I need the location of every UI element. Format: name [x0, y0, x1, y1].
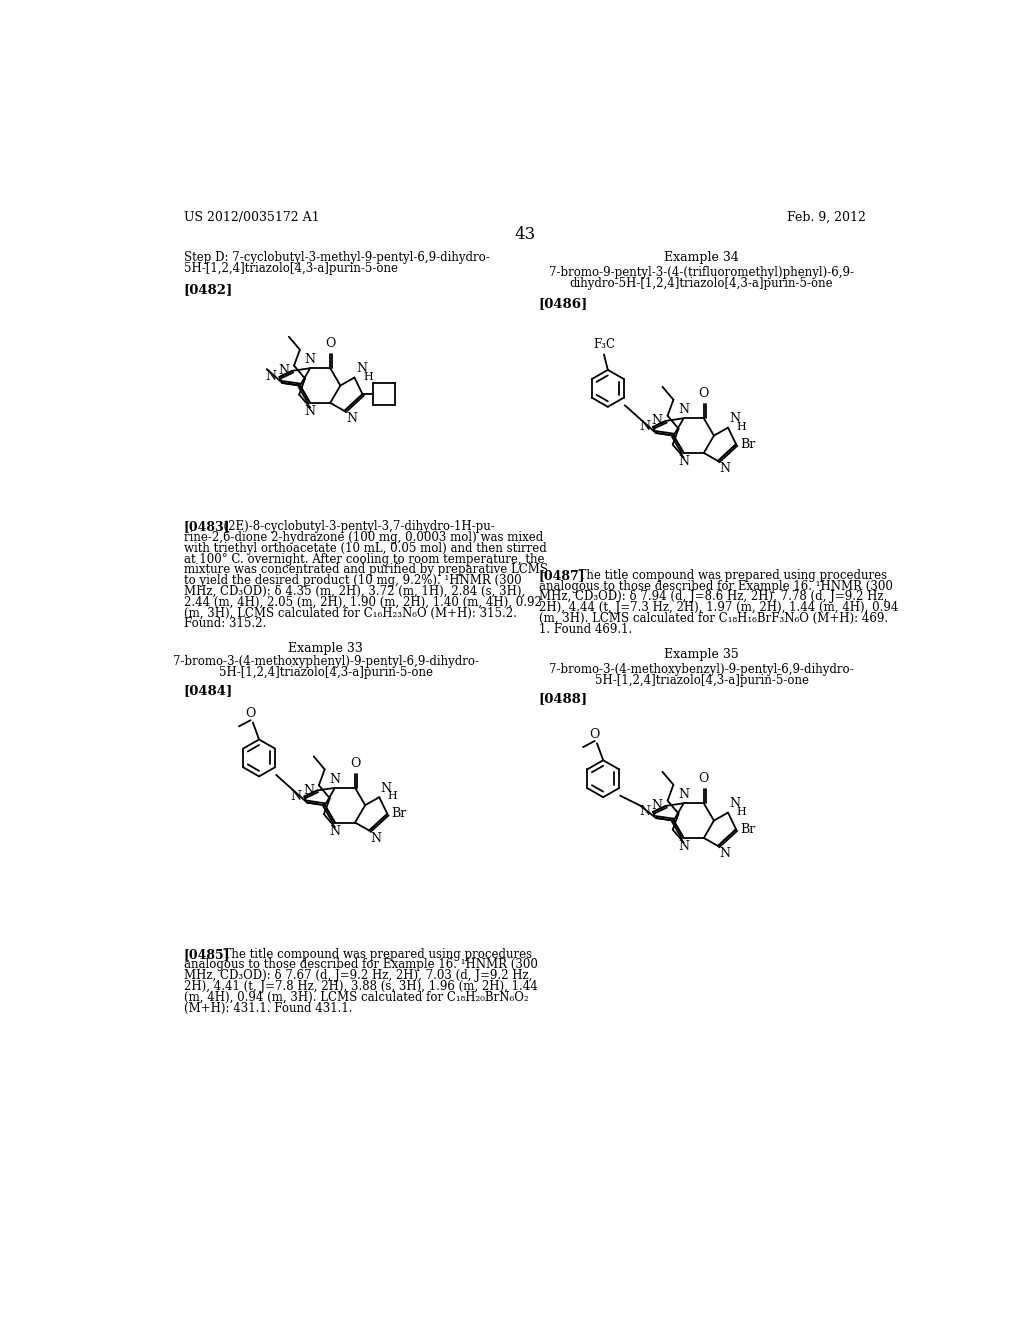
- Text: N: N: [678, 455, 689, 469]
- Text: 5H-[1,2,4]triazolo[4,3-a]purin-5-one: 5H-[1,2,4]triazolo[4,3-a]purin-5-one: [219, 665, 432, 678]
- Text: O: O: [246, 708, 256, 721]
- Text: to yield the desired product (10 mg, 9.2%). ¹HNMR (300: to yield the desired product (10 mg, 9.2…: [183, 574, 521, 587]
- Text: 1. Found 469.1.: 1. Found 469.1.: [539, 623, 632, 636]
- Text: 7-bromo-3-(4-methoxyphenyl)-9-pentyl-6,9-dihydro-: 7-bromo-3-(4-methoxyphenyl)-9-pentyl-6,9…: [173, 655, 478, 668]
- Text: [0487]: [0487]: [539, 569, 586, 582]
- Text: mixture was concentrated and purified by preparative LCMS: mixture was concentrated and purified by…: [183, 564, 548, 577]
- Text: Found: 315.2.: Found: 315.2.: [183, 618, 266, 631]
- Text: 5H-[1,2,4]triazolo[4,3-a]purin-5-one: 5H-[1,2,4]triazolo[4,3-a]purin-5-one: [183, 263, 397, 276]
- Text: N: N: [678, 788, 689, 801]
- Text: US 2012/0035172 A1: US 2012/0035172 A1: [183, 211, 319, 224]
- Text: Feb. 9, 2012: Feb. 9, 2012: [786, 211, 866, 224]
- Text: N: N: [304, 405, 315, 418]
- Text: [0485]: [0485]: [183, 948, 230, 961]
- Text: MHz, CD₃OD): δ 7.67 (d, J=9.2 Hz, 2H), 7.03 (d, J=9.2 Hz,: MHz, CD₃OD): δ 7.67 (d, J=9.2 Hz, 2H), 7…: [183, 969, 532, 982]
- Text: O: O: [590, 729, 600, 741]
- Text: N: N: [639, 805, 650, 818]
- Text: N: N: [720, 462, 730, 475]
- Text: Br: Br: [391, 808, 407, 820]
- Text: 43: 43: [514, 226, 536, 243]
- Text: N: N: [330, 772, 340, 785]
- Text: N: N: [304, 352, 315, 366]
- Text: N: N: [330, 825, 340, 838]
- Text: 7-bromo-9-pentyl-3-(4-(trifluoromethyl)phenyl)-6,9-: 7-bromo-9-pentyl-3-(4-(trifluoromethyl)p…: [549, 267, 854, 280]
- Text: Br: Br: [740, 822, 755, 836]
- Text: N: N: [265, 371, 276, 383]
- Text: The title compound was prepared using procedures: The title compound was prepared using pr…: [570, 569, 887, 582]
- Text: H: H: [388, 792, 397, 801]
- Text: (m, 4H), 0.94 (m, 3H). LCMS calculated for C₁₈H₂₀BrN₆O₂: (m, 4H), 0.94 (m, 3H). LCMS calculated f…: [183, 991, 528, 1003]
- Text: (M+H): 431.1. Found 431.1.: (M+H): 431.1. Found 431.1.: [183, 1002, 352, 1015]
- Text: (m, 3H). LCMS calculated for C₁₆H₂₃N₆O (M+H): 315.2.: (m, 3H). LCMS calculated for C₁₆H₂₃N₆O (…: [183, 607, 517, 619]
- Text: with triethyl orthoacetate (10 mL, 0.05 mol) and then stirred: with triethyl orthoacetate (10 mL, 0.05 …: [183, 543, 547, 554]
- Text: N: N: [279, 364, 290, 378]
- Text: 7-bromo-3-(4-methoxybenzyl)-9-pentyl-6,9-dihydro-: 7-bromo-3-(4-methoxybenzyl)-9-pentyl-6,9…: [549, 663, 854, 676]
- Text: rine-2,6-dione 2-hydrazone (100 mg, 0.0003 mol) was mixed: rine-2,6-dione 2-hydrazone (100 mg, 0.00…: [183, 531, 543, 544]
- Text: MHz, CD₃OD): δ 4.35 (m, 2H), 3.72 (m, 1H), 2.84 (s, 3H),: MHz, CD₃OD): δ 4.35 (m, 2H), 3.72 (m, 1H…: [183, 585, 525, 598]
- Text: Step D: 7-cyclobutyl-3-methyl-9-pentyl-6,9-dihydro-: Step D: 7-cyclobutyl-3-methyl-9-pentyl-6…: [183, 251, 489, 264]
- Text: at 100° C. overnight. After cooling to room temperature, the: at 100° C. overnight. After cooling to r…: [183, 553, 545, 566]
- Text: [0483]: [0483]: [183, 520, 230, 533]
- Text: N: N: [678, 403, 689, 416]
- Text: (2E)-8-cyclobutyl-3-pentyl-3,7-dihydro-1H-pu-: (2E)-8-cyclobutyl-3-pentyl-3,7-dihydro-1…: [216, 520, 495, 533]
- Text: H: H: [362, 372, 373, 381]
- Text: [0486]: [0486]: [539, 297, 588, 310]
- Text: The title compound was prepared using procedures: The title compound was prepared using pr…: [216, 948, 531, 961]
- Text: N: N: [639, 421, 650, 433]
- Text: N: N: [652, 800, 663, 812]
- Text: N: N: [381, 781, 392, 795]
- Text: H: H: [736, 807, 746, 817]
- Text: O: O: [698, 772, 709, 785]
- Text: MHz, CD₃OD): δ 7.94 (d, J=8.6 Hz, 2H), 7.78 (d, J=9.2 Hz,: MHz, CD₃OD): δ 7.94 (d, J=8.6 Hz, 2H), 7…: [539, 590, 887, 603]
- Text: N: N: [303, 784, 314, 797]
- Text: O: O: [350, 756, 360, 770]
- Text: H: H: [736, 422, 746, 432]
- Text: N: N: [346, 412, 357, 425]
- Text: N: N: [678, 841, 689, 853]
- Text: 2H), 4.41 (t, J=7.8 Hz, 2H), 3.88 (s, 3H), 1.96 (m, 2H), 1.44: 2H), 4.41 (t, J=7.8 Hz, 2H), 3.88 (s, 3H…: [183, 979, 538, 993]
- Text: dihydro-5H-[1,2,4]triazolo[4,3-a]purin-5-one: dihydro-5H-[1,2,4]triazolo[4,3-a]purin-5…: [569, 277, 834, 290]
- Text: (m, 3H). LCMS calculated for C₁₈H₁₆BrF₃N₆O (M+H): 469.: (m, 3H). LCMS calculated for C₁₈H₁₆BrF₃N…: [539, 612, 888, 624]
- Text: [0484]: [0484]: [183, 684, 233, 697]
- Text: analogous to those described for Example 16. ¹HNMR (300: analogous to those described for Example…: [183, 958, 538, 972]
- Text: N: N: [290, 791, 301, 803]
- Text: [0488]: [0488]: [539, 692, 588, 705]
- Text: N: N: [356, 362, 367, 375]
- Text: [0482]: [0482]: [183, 284, 233, 296]
- Text: N: N: [652, 414, 663, 428]
- Text: Example 33: Example 33: [288, 642, 364, 655]
- Text: N: N: [720, 847, 730, 861]
- Text: 2.44 (m, 4H), 2.05 (m, 2H), 1.90 (m, 2H), 1.40 (m, 4H), 0.92: 2.44 (m, 4H), 2.05 (m, 2H), 1.90 (m, 2H)…: [183, 595, 542, 609]
- Text: Br: Br: [740, 438, 755, 450]
- Text: Example 34: Example 34: [664, 251, 739, 264]
- Text: N: N: [729, 412, 740, 425]
- Text: N: N: [729, 797, 740, 810]
- Text: N: N: [371, 832, 382, 845]
- Text: O: O: [325, 338, 336, 350]
- Text: O: O: [698, 387, 709, 400]
- Text: F₃C: F₃C: [593, 338, 615, 351]
- Text: 2H), 4.44 (t, J=7.3 Hz, 2H), 1.97 (m, 2H), 1.44 (m, 4H), 0.94: 2H), 4.44 (t, J=7.3 Hz, 2H), 1.97 (m, 2H…: [539, 601, 898, 614]
- Text: 5H-[1,2,4]triazolo[4,3-a]purin-5-one: 5H-[1,2,4]triazolo[4,3-a]purin-5-one: [595, 673, 809, 686]
- Text: analogous to those described for Example 16. ¹HNMR (300: analogous to those described for Example…: [539, 579, 893, 593]
- Text: Example 35: Example 35: [665, 648, 739, 661]
